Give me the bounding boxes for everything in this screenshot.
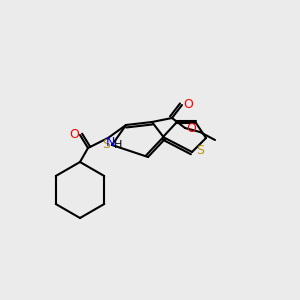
Text: O: O: [69, 128, 79, 142]
Text: O: O: [186, 122, 196, 134]
Text: S: S: [102, 139, 110, 152]
Text: S: S: [196, 145, 204, 158]
Text: O: O: [183, 98, 193, 112]
Text: N: N: [105, 136, 115, 148]
Text: H: H: [114, 140, 122, 150]
